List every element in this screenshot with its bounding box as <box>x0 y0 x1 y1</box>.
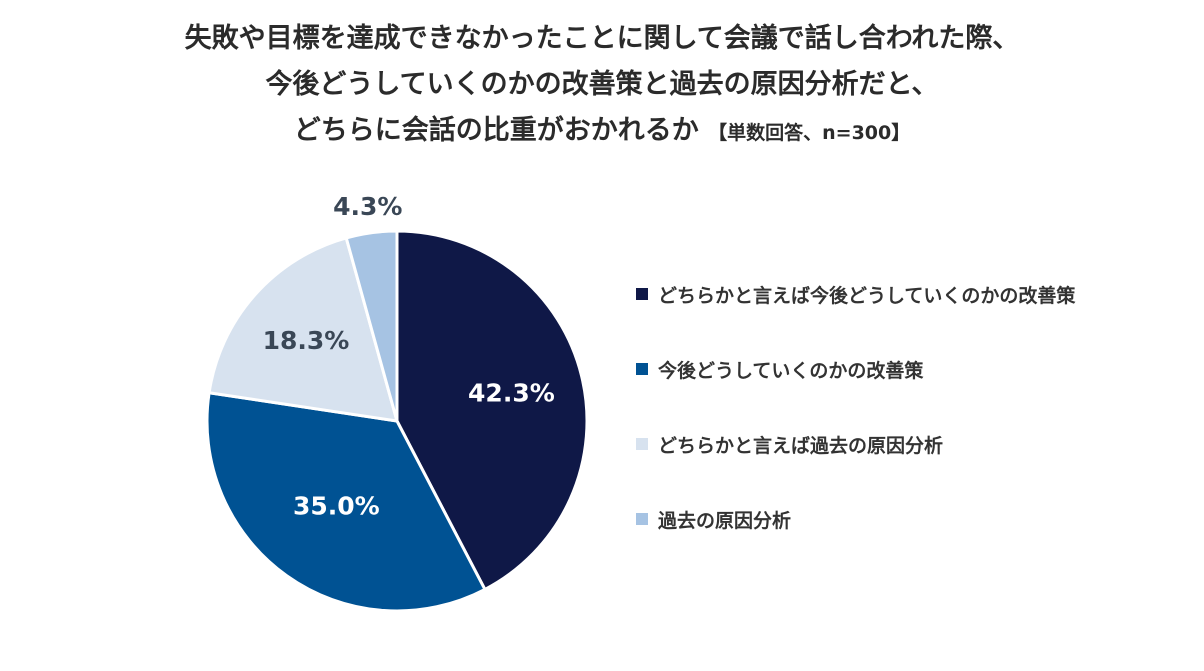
legend-label-3: どちらかと言えば過去の原因分析 <box>658 434 944 457</box>
title-line-3-text: どちらに会話の比重がおかれるか <box>293 115 699 146</box>
pie-label-3: 18.3% <box>263 326 350 355</box>
legend-swatch-2 <box>636 363 648 375</box>
chart-legend: どちらかと言えば今後どうしていくのかの改善策 今後どうしていくのかの改善策 どちらか… <box>636 276 1196 576</box>
legend-swatch-1 <box>636 288 648 300</box>
legend-label-1: どちらかと言えば今後どうしていくのかの改善策 <box>658 284 1076 307</box>
chart-title: 失敗や目標を達成できなかったことに関して会議で話し合われた際、 今後どうしていく… <box>0 16 1204 156</box>
legend-item-2: 今後どうしていくのかの改善策 <box>636 351 1196 387</box>
pie-slice-1 <box>395 229 589 592</box>
pie-slice-2 <box>205 391 487 613</box>
title-line-1: 失敗や目標を達成できなかったことに関して会議で話し合われた際、 <box>184 23 1020 54</box>
legend-label-4: 過去の原因分析 <box>658 509 792 532</box>
sample-note: 【単数回答、n=300】 <box>708 122 911 144</box>
title-line-3: どちらに会話の比重がおかれるか 【単数回答、n=300】 <box>0 108 1204 156</box>
pie-labels: 42.3% 35.0% 18.3% 4.3% <box>263 192 555 521</box>
pie-slice-4 <box>344 229 399 422</box>
pie-slices <box>205 229 589 613</box>
title-line-2: 今後どうしていくのかの改善策と過去の原因分析だと、 <box>265 69 939 100</box>
pie-chart: 42.3% 35.0% 18.3% 4.3% <box>205 192 589 613</box>
pie-label-2: 35.0% <box>293 492 380 521</box>
pie-label-1: 42.3% <box>468 378 555 407</box>
legend-item-4: 過去の原因分析 <box>636 501 1196 537</box>
pie-label-4: 4.3% <box>333 192 402 221</box>
legend-item-1: どちらかと言えば今後どうしていくのかの改善策 <box>636 276 1196 312</box>
legend-item-3: どちらかと言えば過去の原因分析 <box>636 426 1196 462</box>
legend-swatch-4 <box>636 513 648 525</box>
legend-swatch-3 <box>636 438 648 450</box>
legend-label-2: 今後どうしていくのかの改善策 <box>658 359 924 382</box>
pie-slice-3 <box>207 236 400 423</box>
